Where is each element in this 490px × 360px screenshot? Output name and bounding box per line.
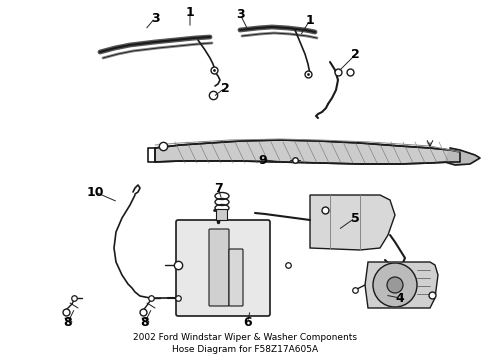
FancyBboxPatch shape (217, 210, 227, 220)
Text: Hose Diagram for F58Z17A605A: Hose Diagram for F58Z17A605A (172, 345, 318, 354)
Text: 8: 8 (141, 315, 149, 328)
Text: 3: 3 (151, 12, 159, 24)
Text: 10: 10 (86, 185, 104, 198)
Polygon shape (445, 148, 480, 165)
Text: 4: 4 (395, 292, 404, 305)
FancyBboxPatch shape (229, 249, 243, 306)
FancyBboxPatch shape (176, 220, 270, 316)
Text: 8: 8 (64, 315, 73, 328)
Polygon shape (365, 262, 438, 308)
Text: 2002 Ford Windstar Wiper & Washer Components: 2002 Ford Windstar Wiper & Washer Compon… (133, 333, 357, 342)
FancyBboxPatch shape (209, 229, 229, 306)
Polygon shape (155, 140, 460, 164)
Text: 2: 2 (351, 49, 359, 62)
Text: 2: 2 (220, 81, 229, 94)
Text: 7: 7 (214, 181, 222, 194)
Text: 9: 9 (259, 153, 268, 166)
Polygon shape (310, 195, 395, 250)
Text: 1: 1 (186, 5, 195, 18)
Text: 3: 3 (236, 8, 245, 21)
Text: 5: 5 (351, 211, 359, 225)
Text: 6: 6 (244, 315, 252, 328)
Circle shape (373, 263, 417, 307)
Circle shape (387, 277, 403, 293)
Text: 1: 1 (306, 13, 315, 27)
